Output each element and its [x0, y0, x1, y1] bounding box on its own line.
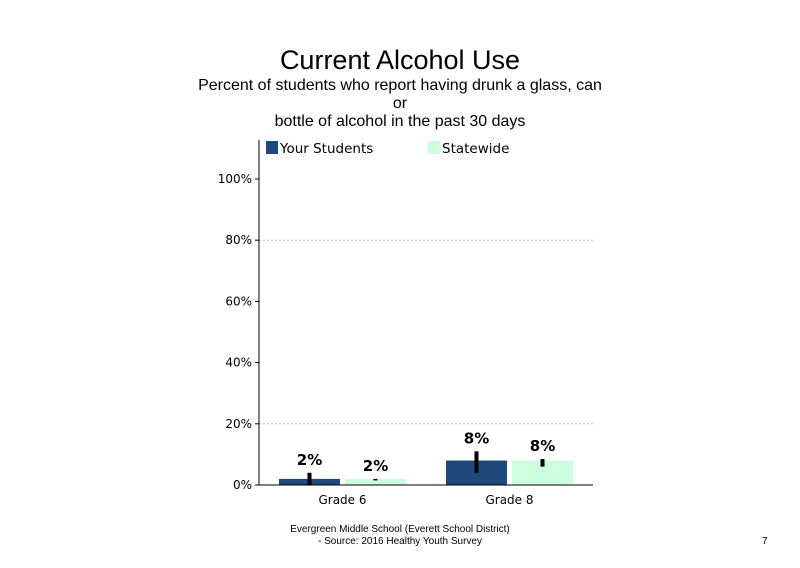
y-tick-label: 40% [225, 356, 252, 370]
legend-label: Your Students [279, 141, 373, 157]
y-tick-label: 80% [225, 233, 252, 247]
data-label: 2% [363, 457, 388, 475]
page-number: 7 [762, 536, 768, 547]
legend-label: Statewide [442, 141, 509, 157]
y-tick-label: 100% [218, 172, 252, 186]
data-label: 8% [530, 437, 555, 455]
data-label: 2% [297, 451, 322, 469]
footer-source: - Source: 2016 Healthy Youth Survey [318, 536, 482, 547]
subtitle-line-2: or [392, 95, 408, 112]
data-label: 8% [464, 429, 489, 447]
legend-swatch [266, 141, 278, 154]
bar [345, 478, 406, 485]
x-category-label: Grade 8 [485, 493, 533, 507]
y-tick-label: 0% [233, 478, 252, 492]
y-tick-label: 20% [225, 417, 252, 431]
footer: Evergreen Middle School (Everett School … [0, 524, 800, 548]
subtitle-line-3: bottle of alcohol in the past 30 days [274, 113, 526, 130]
legend-swatch [428, 141, 440, 154]
y-tick-label: 60% [225, 294, 252, 308]
chart-title: Current Alcohol Use [279, 45, 521, 75]
footer-school: Evergreen Middle School (Everett School … [290, 524, 510, 535]
chart-subtitle: Percent of students who report having dr… [0, 77, 800, 131]
x-category-label: Grade 6 [318, 493, 366, 507]
subtitle-line-1: Percent of students who report having dr… [198, 77, 602, 94]
